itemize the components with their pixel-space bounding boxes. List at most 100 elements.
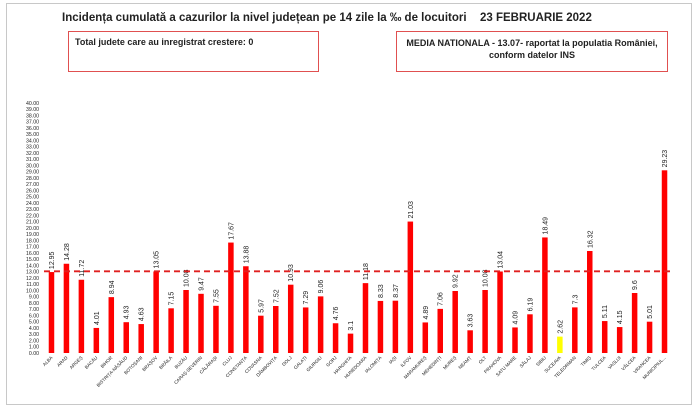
y-tick-label: 13.00 (26, 270, 39, 276)
bar-value-label: 9.06 (318, 280, 325, 294)
bar (332, 323, 339, 353)
chart-title: Incidența cumulată a cazurilor la nivel … (62, 12, 467, 24)
y-tick-label: 29.00 (26, 170, 39, 176)
y-tick-label: 23.00 (26, 207, 39, 213)
chart-frame (6, 3, 692, 405)
bar-value-label: 9.47 (199, 277, 206, 291)
category-label: SIBIU (535, 355, 547, 367)
bar (63, 263, 70, 353)
bar-value-label: 5.11 (602, 305, 609, 318)
y-tick-label: 35.00 (26, 132, 39, 138)
category-label: ARGEȘ (69, 355, 84, 370)
y-tick-label: 2.00 (29, 338, 39, 344)
y-tick-label: 14.00 (26, 263, 39, 269)
category-label: TULCEA (591, 355, 608, 372)
bar (153, 271, 159, 353)
y-tick-label: 21.00 (26, 220, 39, 226)
y-tick-label: 20.00 (26, 226, 39, 232)
bar-value-label: 7.55 (213, 289, 220, 303)
bar-value-label: 18.49 (542, 217, 549, 235)
bar (646, 321, 653, 353)
growth-info-box: Total judete care au inregistrat crester… (68, 31, 319, 72)
bar-value-label: 4.93 (124, 305, 131, 319)
national-average-line2: conform datelor INS (488, 50, 575, 60)
bar (631, 293, 638, 353)
bar-value-label: 4.01 (94, 311, 101, 325)
category-label: OLT (478, 355, 488, 365)
bar-value-label: 7.15 (169, 292, 176, 306)
bar (377, 300, 384, 353)
national-average-box: MEDIA NATIONALA - 13.07- raportat la pop… (396, 31, 668, 72)
bar (302, 307, 309, 353)
y-tick-label: 27.00 (26, 182, 39, 188)
category-label: BUZĂU (173, 354, 188, 369)
bar-value-label: 14.28 (64, 243, 71, 261)
bar (557, 336, 563, 354)
category-label: MUREȘ (442, 355, 457, 370)
category-label: IALOMIȚA (364, 355, 383, 374)
category-label: ARAD (56, 355, 69, 368)
bar (48, 272, 55, 353)
bar (243, 266, 249, 353)
y-tick-label: 37.00 (26, 120, 39, 126)
bar-value-label: 16.32 (587, 230, 594, 248)
chart-date: 23 FEBRUARIE 2022 (480, 12, 592, 24)
bar-value-label: 8.37 (393, 284, 400, 298)
y-tick-label: 36.00 (26, 126, 39, 132)
y-tick-label: 10.00 (26, 288, 39, 294)
y-tick-label: 22.00 (26, 213, 39, 219)
bar (437, 308, 443, 354)
bar-value-label: 13.05 (154, 251, 161, 269)
y-tick-label: 25.00 (26, 195, 39, 201)
bar-value-label: 7.29 (303, 291, 310, 305)
bar (422, 322, 429, 353)
national-average-line1: MEDIA NATIONALA - 13.07- raportat la pop… (406, 38, 658, 48)
bar-value-label: 13.88 (243, 246, 250, 264)
bar (482, 290, 488, 353)
bar (213, 305, 219, 353)
bar-value-label: 10.08 (184, 269, 191, 287)
bar-value-label: 9.6 (632, 280, 639, 290)
category-label: DOLJ (281, 355, 293, 367)
bar (587, 251, 593, 353)
bar (497, 271, 503, 353)
bar-value-label: 21.03 (408, 201, 415, 219)
bar-value-label: 17.67 (228, 222, 235, 240)
category-label: ALBA (42, 355, 55, 368)
bar (287, 284, 294, 353)
bar-value-label: 4.15 (617, 310, 624, 324)
y-tick-label: 18.00 (26, 238, 39, 244)
category-label: IAȘI (388, 355, 398, 365)
category-label: GIURGIU (305, 355, 322, 372)
bar (601, 321, 608, 353)
bar-value-label: 4.76 (333, 307, 340, 321)
y-tick-label: 8.00 (29, 301, 39, 307)
category-label: BACĂU (83, 354, 98, 369)
bar-value-label: 11.72 (79, 260, 86, 277)
y-tick-label: 11.00 (26, 282, 39, 288)
bar-value-label: 5.01 (647, 305, 654, 319)
bar (347, 333, 354, 354)
y-tick-label: 24.00 (26, 201, 39, 207)
category-label: CLUJ (221, 355, 233, 367)
category-label: BIHOR (100, 355, 114, 369)
bar (317, 296, 324, 354)
bar-value-label: 8.94 (109, 280, 116, 294)
y-tick-label: 3.00 (29, 332, 39, 338)
category-label: SĂLAJ (518, 354, 532, 368)
bar-value-label: 4.63 (139, 307, 146, 321)
bar-value-label: 9.92 (453, 274, 460, 288)
bar-value-label: 29.23 (662, 150, 669, 168)
y-tick-label: 33.00 (26, 145, 39, 151)
bar-value-label: 10.93 (288, 264, 295, 282)
y-tick-label: 40.00 (26, 101, 39, 107)
category-label: TIMIȘ (580, 355, 592, 367)
bar-value-label: 5.97 (258, 299, 265, 313)
y-tick-label: 39.00 (26, 107, 39, 113)
bar (108, 297, 115, 354)
category-label: NEAMȚ (457, 355, 472, 370)
bar (138, 324, 144, 353)
bar (392, 300, 399, 353)
y-tick-label: 28.00 (26, 176, 39, 182)
